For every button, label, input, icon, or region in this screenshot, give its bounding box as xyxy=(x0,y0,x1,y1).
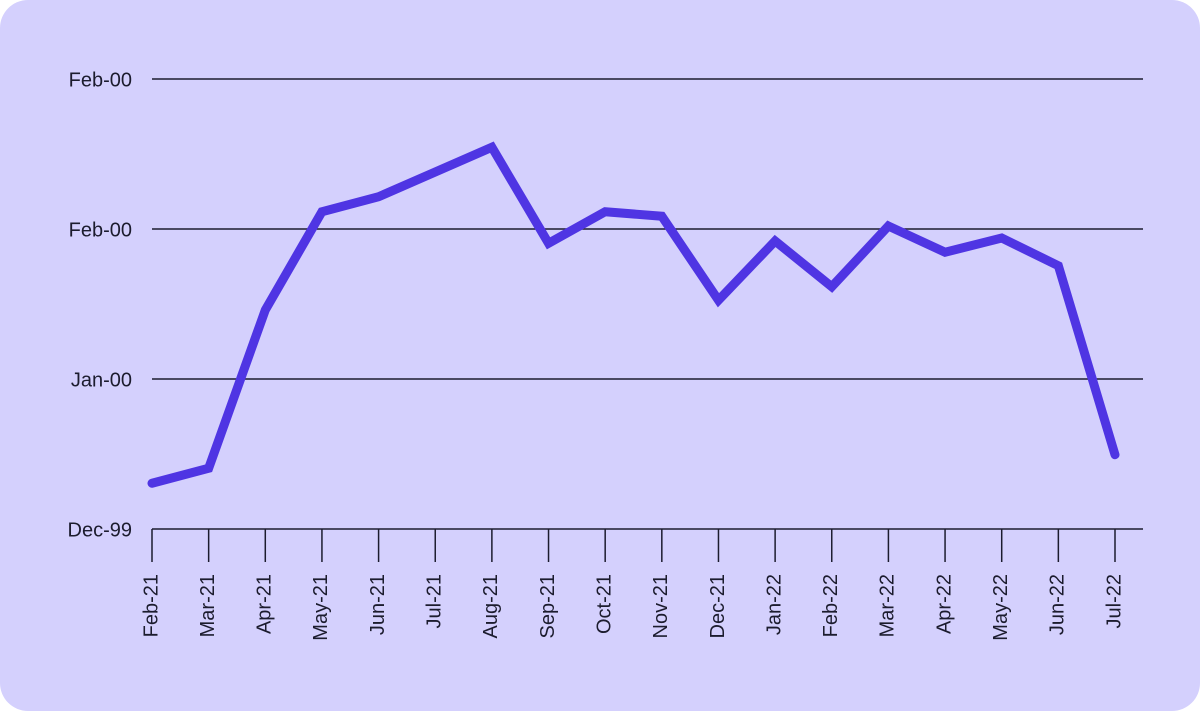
x-tick-label: May-21 xyxy=(310,574,332,641)
x-tick-label: Jul-21 xyxy=(424,574,446,628)
x-tick-label: Mar-21 xyxy=(197,574,219,637)
x-tick-label: Nov-21 xyxy=(650,574,672,638)
x-tick-label: Oct-21 xyxy=(593,574,615,634)
y-tick-label: Dec-99 xyxy=(68,519,132,541)
y-tick-label: Jan-00 xyxy=(71,369,132,391)
x-tick-label: Mar-22 xyxy=(877,574,899,637)
x-tick-label: Sep-21 xyxy=(537,574,559,639)
x-tick-label: Feb-22 xyxy=(820,574,842,637)
x-tick-label: Apr-21 xyxy=(254,574,276,634)
x-tick-label: Jul-22 xyxy=(1103,574,1125,628)
y-tick-label: Feb-00 xyxy=(69,219,132,241)
x-tick-label: Aug-21 xyxy=(480,574,502,639)
x-tick-label: Dec-21 xyxy=(707,574,729,638)
line xyxy=(147,141,1120,488)
x-tick-label: Jun-21 xyxy=(367,574,389,635)
x-tick-label: May-22 xyxy=(990,574,1012,641)
x-tick-label: Jun-22 xyxy=(1047,574,1069,635)
y-tick-label: Feb-00 xyxy=(69,69,132,91)
x-tick-label: Feb-21 xyxy=(140,574,162,637)
x-tick-label: Apr-22 xyxy=(933,574,955,634)
x-tick-label: Jan-22 xyxy=(763,574,785,635)
